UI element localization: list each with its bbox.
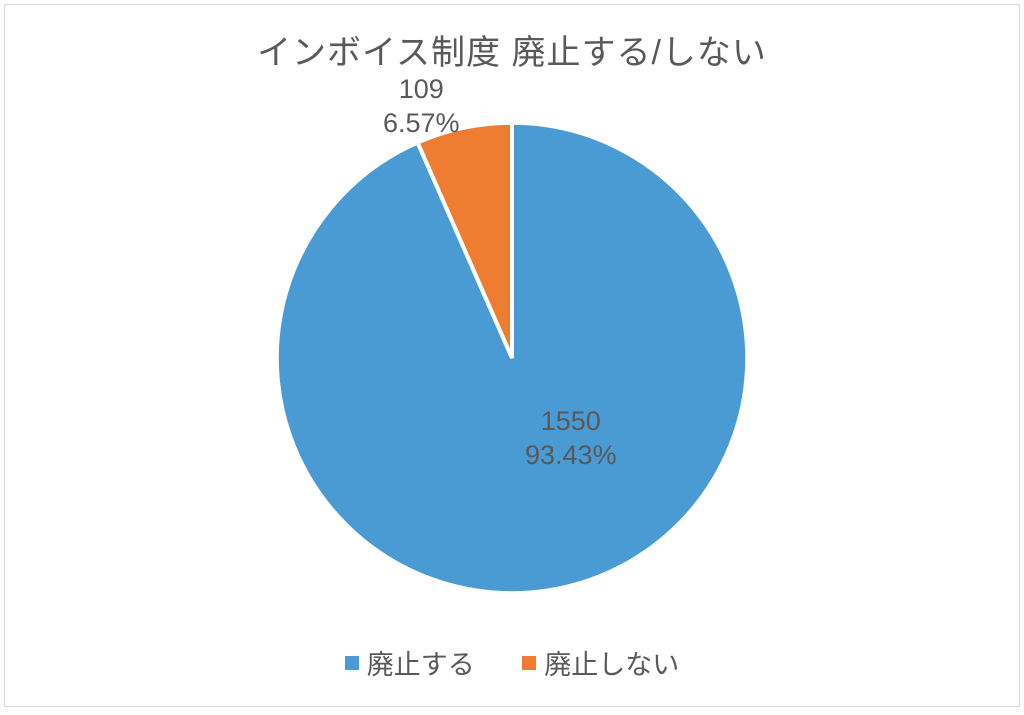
legend-label-abolish: 廃止する [367,643,475,682]
legend-item-abolish: 廃止する [345,643,475,682]
data-label-abolish-percent: 93.43% [525,440,617,470]
data-label-abolish: 1550 93.43% [525,405,617,473]
legend-swatch-abolish [345,656,359,670]
pie-svg [267,113,757,603]
data-label-keep-percent: 6.57% [383,108,460,138]
data-label-abolish-count: 1550 [541,406,601,436]
chart-container: インボイス制度 廃止する/しない 1550 93.43% 109 6.57% 廃… [4,4,1020,707]
pie-chart [267,113,757,603]
legend: 廃止する 廃止しない [5,643,1019,682]
legend-swatch-keep [522,656,536,670]
chart-title: インボイス制度 廃止する/しない [5,25,1019,74]
data-label-keep-count: 109 [399,74,444,104]
legend-item-keep: 廃止しない [522,643,679,682]
legend-label-keep: 廃止しない [544,643,679,682]
data-label-keep: 109 6.57% [383,73,460,141]
